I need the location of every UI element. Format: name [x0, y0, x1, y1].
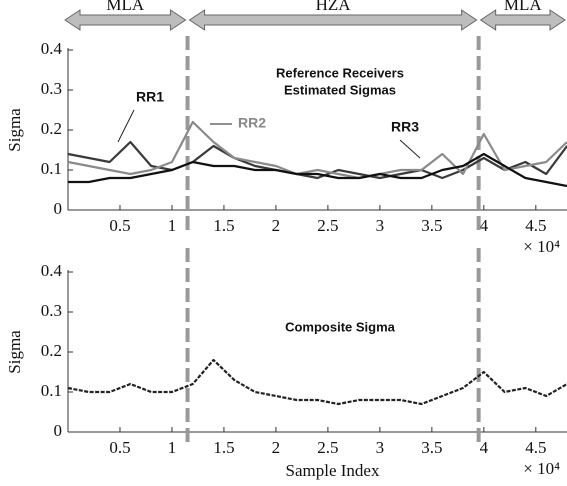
x-tick-label: 2 [272, 216, 281, 235]
series-line [67, 140, 567, 180]
x-tick-label: 1.5 [213, 438, 234, 457]
x-tick-label: 2.5 [317, 438, 338, 457]
y-tick-label: 0 [54, 421, 63, 440]
x-scale-label: × 10⁴ [523, 459, 560, 478]
annotation: Estimated Sigmas [284, 82, 396, 97]
x-tick-label: 0.5 [109, 438, 130, 457]
x-tick-label: 4.5 [525, 216, 546, 235]
x-tick-label: 0.5 [109, 216, 130, 235]
series-arrow [117, 109, 135, 143]
y-axis-label: Sigma [5, 330, 24, 374]
x-tick-label: 4 [480, 438, 489, 457]
y-tick-label: 0.3 [41, 79, 62, 98]
annotation: Reference Receivers [276, 65, 404, 80]
x-tick-label: 3.5 [421, 216, 442, 235]
y-tick-label: 0.4 [41, 39, 63, 58]
x-tick-label: 3.5 [421, 438, 442, 457]
y-tick-label: 0.2 [41, 341, 62, 360]
x-axis-label: Sample Index [286, 461, 380, 480]
series-label: RR1 [136, 89, 164, 105]
series-arrow [399, 139, 421, 159]
y-tick-label: 0.1 [41, 159, 62, 178]
region-label: MLA [504, 0, 543, 14]
x-tick-label: 4 [480, 216, 489, 235]
x-tick-label: 2 [272, 438, 281, 457]
y-axis-label: Sigma [5, 108, 24, 152]
x-tick-label: 3 [376, 216, 385, 235]
x-tick-label: 4.5 [525, 438, 546, 457]
y-tick-label: 0.2 [41, 119, 62, 138]
series-line [67, 120, 567, 180]
x-tick-label: 3 [376, 438, 385, 457]
x-tick-label: 1.5 [213, 216, 234, 235]
x-tick-label: 1 [168, 216, 177, 235]
series-label: RR3 [391, 119, 419, 135]
region-label: HZA [316, 0, 352, 14]
annotation: Composite Sigma [285, 319, 396, 334]
y-tick-label: 0.1 [41, 381, 62, 400]
composite-line [67, 358, 567, 406]
series-line [68, 152, 567, 188]
y-tick-label: 0.3 [41, 301, 62, 320]
region-arrow [64, 9, 187, 31]
region-arrow [188, 9, 478, 31]
region-label: MLA [106, 0, 145, 14]
x-tick-label: 2.5 [317, 216, 338, 235]
x-tick-label: 1 [168, 438, 177, 457]
region-arrow [479, 9, 566, 31]
y-tick-label: 0 [54, 199, 63, 218]
x-scale-label: × 10⁴ [523, 237, 560, 256]
y-tick-label: 0.4 [41, 261, 63, 280]
series-label: RR2 [238, 115, 266, 131]
